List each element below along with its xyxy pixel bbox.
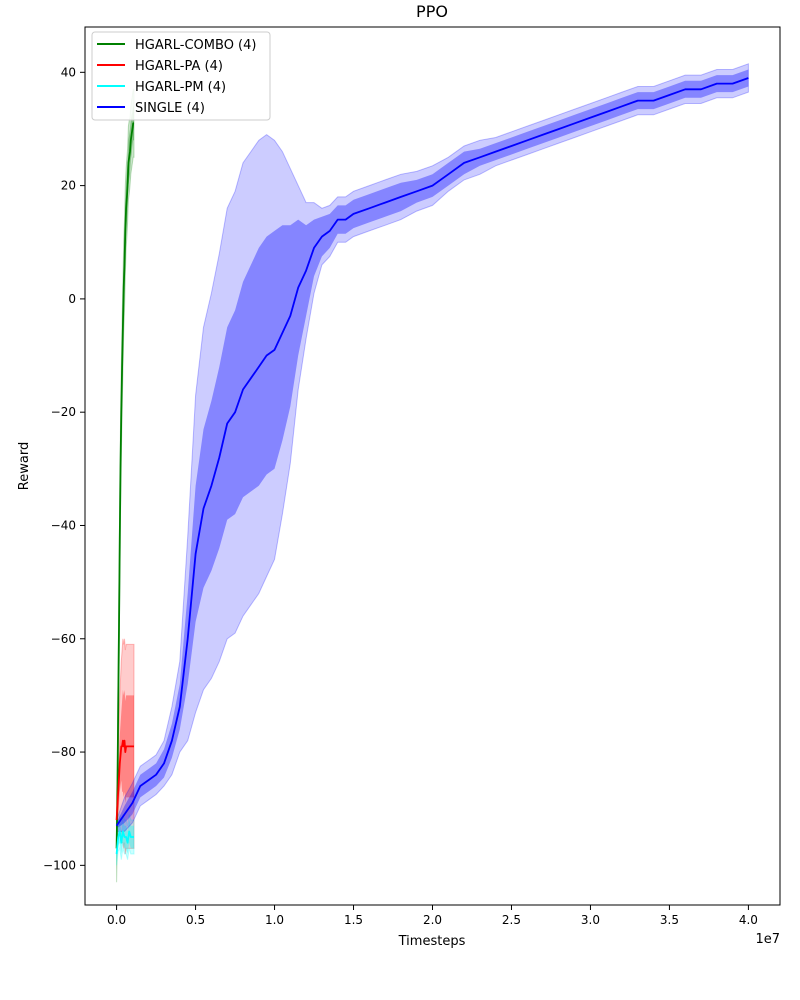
x-tick-label: 2.0 bbox=[423, 913, 442, 927]
hgarl-combo-4-line bbox=[115, 122, 135, 849]
x-tick-label: 3.0 bbox=[581, 913, 600, 927]
x-tick-label: 1.5 bbox=[344, 913, 363, 927]
y-axis-label: Reward bbox=[17, 442, 32, 490]
legend-label: HGARL-PA (4) bbox=[135, 59, 223, 74]
confidence-bands bbox=[116, 63, 749, 883]
hgarl-pa-4-inner-band bbox=[116, 689, 134, 832]
y-tick-label: −40 bbox=[51, 518, 76, 532]
series-lines bbox=[115, 77, 749, 855]
y-tick-label: −80 bbox=[51, 745, 76, 759]
legend-label: SINGLE (4) bbox=[135, 101, 205, 116]
single-4-outer-band bbox=[116, 63, 749, 832]
x-tick-label: 0.0 bbox=[107, 913, 126, 927]
x-axis-offset-label: 1e7 bbox=[755, 932, 780, 947]
y-tick-label: 40 bbox=[61, 65, 76, 79]
hgarl-pm-4-inner-band bbox=[116, 820, 134, 860]
y-tick-label: −60 bbox=[51, 632, 76, 646]
x-tick-label: 4.0 bbox=[739, 913, 758, 927]
legend: HGARL-COMBO (4) HGARL-PA (4) HGARL-PM (4) S… bbox=[91, 31, 271, 121]
y-tick-label: 20 bbox=[61, 179, 76, 193]
y-tick-label: −100 bbox=[43, 858, 76, 872]
legend-label: HGARL-COMBO (4) bbox=[135, 38, 256, 53]
x-axis-label: Timesteps bbox=[398, 934, 466, 949]
x-tick-label: 2.5 bbox=[502, 913, 521, 927]
y-axis: −100 −80 −60 −40 −20 0 20 40 bbox=[43, 65, 85, 872]
y-tick-label: 0 bbox=[68, 292, 76, 306]
y-tick-label: −20 bbox=[51, 405, 76, 419]
hgarl-pa-4-line bbox=[115, 739, 134, 821]
single-4-inner-band bbox=[116, 69, 749, 829]
chart-title: PPO bbox=[416, 2, 448, 21]
single-4-line bbox=[115, 77, 749, 827]
legend-label: HGARL-PM (4) bbox=[135, 80, 226, 95]
x-tick-label: 1.0 bbox=[265, 913, 284, 927]
x-tick-label: 3.5 bbox=[660, 913, 679, 927]
legend-frame bbox=[91, 31, 271, 121]
hgarl-pm-4-line bbox=[115, 830, 134, 855]
hgarl-pm-4-outer-band bbox=[116, 814, 135, 866]
x-tick-label: 0.5 bbox=[186, 913, 205, 927]
plot-frame bbox=[84, 26, 781, 906]
x-axis: 0.0 0.5 1.0 1.5 2.0 2.5 3.0 3.5 4.0 bbox=[107, 905, 758, 927]
